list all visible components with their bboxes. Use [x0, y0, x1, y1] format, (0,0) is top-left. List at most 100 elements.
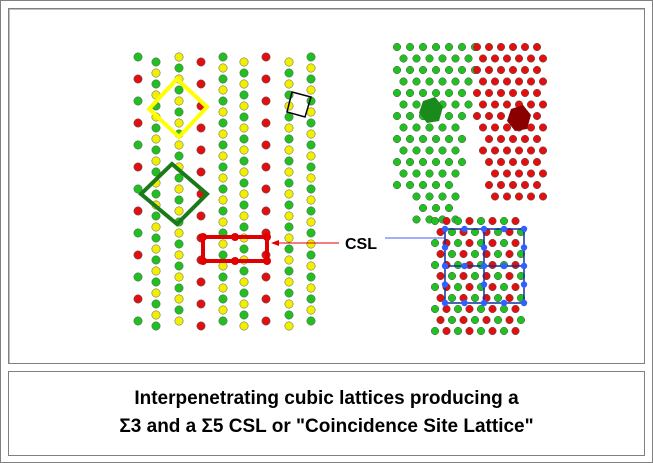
atom — [511, 216, 520, 226]
atom — [218, 195, 228, 205]
atom — [306, 250, 316, 260]
atom — [431, 180, 441, 190]
atom — [511, 260, 520, 270]
atom — [261, 206, 271, 216]
atom — [218, 173, 228, 183]
atom — [399, 146, 408, 155]
atom — [261, 118, 271, 128]
atom — [133, 118, 143, 128]
atom — [239, 68, 249, 78]
atom — [459, 271, 468, 281]
atom — [133, 162, 143, 172]
atom — [174, 118, 184, 128]
atom — [447, 249, 457, 259]
csl-site — [461, 225, 468, 233]
atom — [306, 74, 316, 84]
atom — [218, 52, 228, 62]
atom — [453, 304, 463, 314]
atom — [174, 294, 184, 304]
atom — [174, 228, 184, 238]
atom — [488, 304, 497, 314]
atom — [431, 42, 441, 52]
atom — [444, 203, 454, 213]
atom — [239, 211, 249, 221]
atom — [484, 65, 494, 75]
atom — [532, 180, 542, 190]
atom — [392, 180, 402, 190]
atom — [306, 283, 316, 293]
atom — [239, 189, 249, 199]
atom — [451, 192, 460, 201]
atom — [261, 96, 271, 106]
atom — [482, 315, 491, 325]
atom — [538, 100, 548, 109]
atom — [133, 228, 143, 238]
atom — [508, 88, 518, 98]
atom — [516, 315, 526, 325]
atom — [431, 88, 441, 98]
atom — [457, 65, 467, 75]
atom — [484, 42, 494, 52]
atom — [218, 85, 228, 95]
atom — [532, 65, 542, 75]
csl-cell-corners — [199, 233, 271, 265]
atom — [496, 157, 506, 167]
atom — [488, 238, 497, 248]
sigma3-cell-green — [138, 161, 210, 227]
atom — [430, 326, 440, 336]
atom — [392, 157, 402, 167]
atom — [174, 206, 184, 216]
atom — [196, 277, 206, 287]
atom — [196, 79, 206, 89]
atom — [174, 140, 184, 150]
atom — [476, 304, 486, 314]
atom — [447, 315, 457, 325]
atom — [538, 54, 548, 63]
atom — [239, 145, 249, 155]
atom — [174, 151, 184, 161]
atom — [431, 65, 441, 75]
atom — [453, 326, 463, 336]
atom — [444, 42, 454, 52]
atom — [284, 189, 294, 199]
atom — [174, 305, 184, 315]
atom — [496, 134, 506, 144]
atom — [284, 266, 294, 276]
atom — [392, 134, 402, 144]
atom — [470, 315, 480, 325]
atom — [438, 169, 447, 178]
atom — [472, 88, 482, 98]
atom — [151, 167, 161, 177]
atom — [218, 107, 228, 117]
atom — [499, 282, 509, 292]
atom — [520, 88, 530, 98]
atom — [151, 222, 161, 232]
atom — [425, 192, 434, 201]
atom — [493, 249, 503, 259]
atom — [496, 111, 506, 121]
atom — [442, 326, 451, 336]
atom — [412, 192, 421, 201]
atom — [496, 180, 506, 190]
atom — [405, 42, 415, 52]
atom — [218, 96, 228, 106]
csl-site — [500, 299, 508, 307]
atom — [508, 134, 518, 144]
atom — [418, 42, 428, 52]
atom — [151, 57, 161, 67]
atom — [284, 134, 294, 144]
atom — [505, 293, 514, 303]
atom — [306, 195, 316, 205]
unit-cell-black — [286, 91, 312, 118]
csl-label: CSL — [345, 236, 377, 253]
atom — [438, 77, 447, 86]
atom — [218, 74, 228, 84]
atom — [514, 146, 524, 155]
atom — [239, 299, 249, 309]
atom — [464, 77, 473, 86]
atom — [306, 118, 316, 128]
lattice-diagram: CSL — [133, 42, 548, 336]
atom — [151, 211, 161, 221]
atom — [484, 157, 494, 167]
atom — [484, 111, 494, 121]
